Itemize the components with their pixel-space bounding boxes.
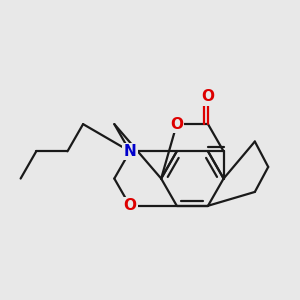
Text: N: N — [124, 144, 136, 159]
Text: O: O — [170, 117, 183, 132]
Text: O: O — [202, 89, 214, 104]
Text: O: O — [123, 198, 136, 213]
